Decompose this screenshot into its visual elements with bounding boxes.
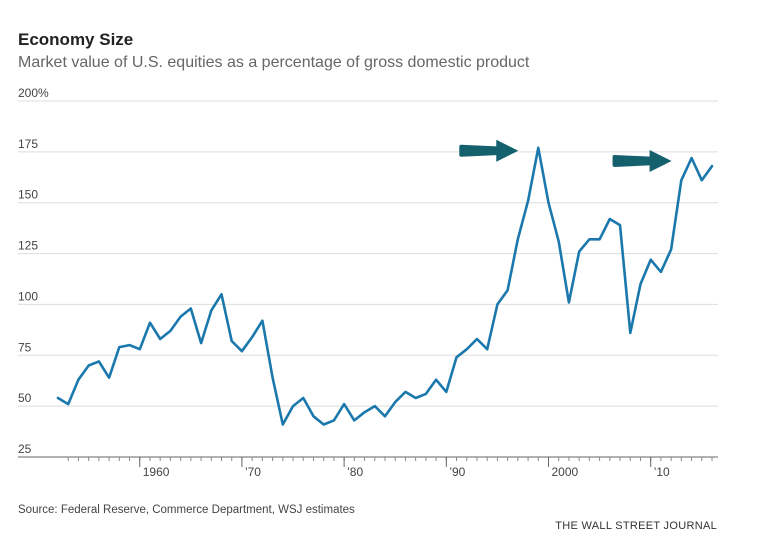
x-tick-label: 1960	[143, 465, 170, 479]
y-tick-label: 150	[18, 188, 38, 202]
arrow-head	[496, 139, 519, 162]
gridlines	[18, 100, 718, 458]
x-tick-label: 2000	[552, 465, 579, 479]
series-layer	[56, 146, 714, 426]
y-tick-label: 125	[18, 239, 38, 253]
source-note: Source: Federal Reserve, Commerce Depart…	[18, 504, 355, 516]
x-axis: 1960 ’70 ’80 ’90 2000 ’10	[67, 457, 713, 479]
arrow-annotation	[459, 139, 519, 162]
x-tick-label: ’80	[347, 465, 363, 479]
chart-title: Economy Size	[18, 30, 134, 49]
y-tick-label: 200%	[18, 86, 49, 100]
y-axis-labels: 200% 175 150 125 100 75 50 25	[18, 86, 49, 456]
y-tick-label: 75	[18, 340, 32, 354]
series-line	[56, 146, 714, 426]
arrow-head	[649, 149, 672, 172]
y-tick-label: 50	[18, 391, 32, 405]
chart-subtitle: Market value of U.S. equities as a perce…	[18, 54, 530, 71]
publisher-credit: THE WALL STREET JOURNAL	[555, 520, 717, 532]
x-tick-label: ’70	[245, 465, 261, 479]
y-tick-label: 100	[18, 289, 38, 303]
arrow-annotation	[612, 149, 672, 172]
x-tick-label: ’90	[449, 465, 465, 479]
y-tick-label: 175	[18, 137, 38, 151]
x-tick-label: ’10	[654, 465, 670, 479]
annotations	[459, 139, 672, 172]
y-tick-label: 25	[18, 442, 32, 456]
